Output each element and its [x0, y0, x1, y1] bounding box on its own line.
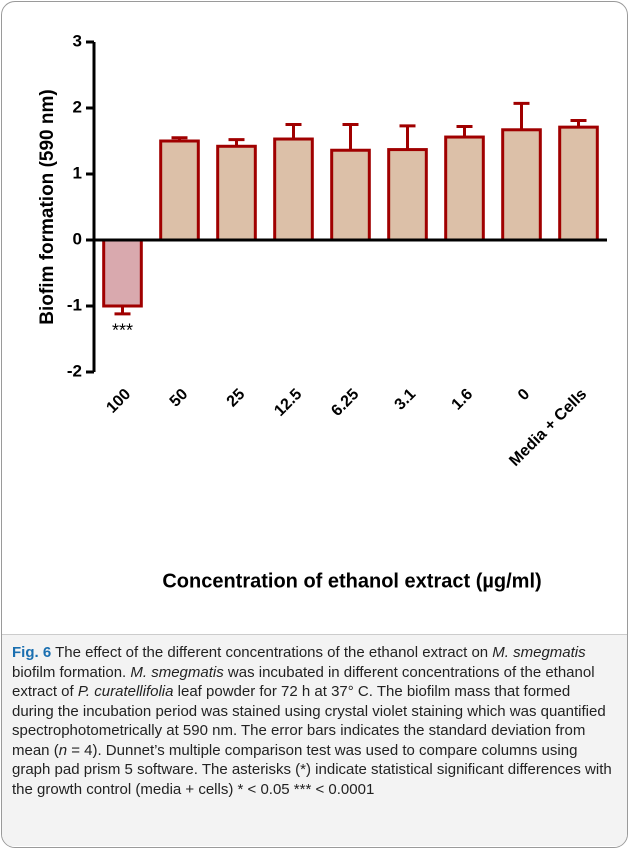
- caption-text: M. smegmatis: [492, 644, 586, 661]
- x-tick-label: 6.25: [328, 386, 362, 420]
- error-bar: [171, 136, 188, 141]
- caption-text: leaf powder for 72 h at 37° C. The biofi…: [12, 683, 610, 759]
- y-tick-label: -2: [67, 361, 82, 380]
- error-bar: [285, 123, 302, 140]
- y-tick-label: 3: [73, 31, 82, 50]
- y-tick-label: -1: [67, 295, 82, 314]
- bar: [273, 137, 314, 242]
- bar: [102, 238, 143, 308]
- chart: Concentration of ethanol extract (µg/ml)…: [37, 31, 607, 592]
- x-tick-label: 50: [167, 386, 192, 411]
- caption-text: = 4). Dunnet’s multiple comparison test …: [12, 741, 616, 798]
- error-bar: [513, 101, 530, 130]
- bar: [387, 148, 428, 242]
- caption: Fig. 6 The effect of the different conce…: [2, 634, 627, 846]
- error-bar: [114, 306, 131, 316]
- error-bar: [228, 138, 245, 147]
- x-tick-label: 3.1: [392, 386, 420, 414]
- y-axis-title: Biofim formation (590 nm): [37, 89, 58, 324]
- x-tick-label: 0: [515, 386, 533, 404]
- error-bar: [342, 123, 359, 151]
- x-tick-label: 12.5: [271, 386, 305, 420]
- error-bar: [399, 124, 416, 150]
- caption-text: M. smegmatis: [130, 663, 224, 681]
- bar: [444, 135, 485, 242]
- bar: [330, 148, 371, 242]
- y-tick-label: 2: [73, 97, 82, 116]
- caption-text: was incubated in different concentration…: [12, 663, 599, 701]
- x-tick-label: Media + Cells: [506, 386, 590, 470]
- error-bar: [570, 119, 587, 128]
- annotation: ***: [112, 321, 133, 341]
- caption-text: The effect of the different concentratio…: [51, 644, 493, 661]
- bar: [558, 125, 599, 242]
- x-tick-label: 25: [224, 386, 249, 411]
- y-tick-label: 0: [73, 229, 82, 248]
- x-tick-label: 100: [103, 386, 134, 417]
- x-axis-title: Concentration of ethanol extract (µg/ml): [162, 570, 541, 592]
- bar: [501, 128, 542, 242]
- caption-label: Fig. 6: [12, 644, 52, 661]
- bar: [216, 144, 257, 242]
- caption-text: n: [58, 741, 68, 759]
- caption-text: biofilm formation.: [12, 644, 590, 681]
- x-tick-label: 1.6: [449, 386, 477, 414]
- bar: [159, 139, 200, 242]
- y-tick-label: 1: [73, 163, 82, 182]
- error-bar: [456, 124, 473, 138]
- caption-text: P. curatellifolia: [77, 683, 174, 700]
